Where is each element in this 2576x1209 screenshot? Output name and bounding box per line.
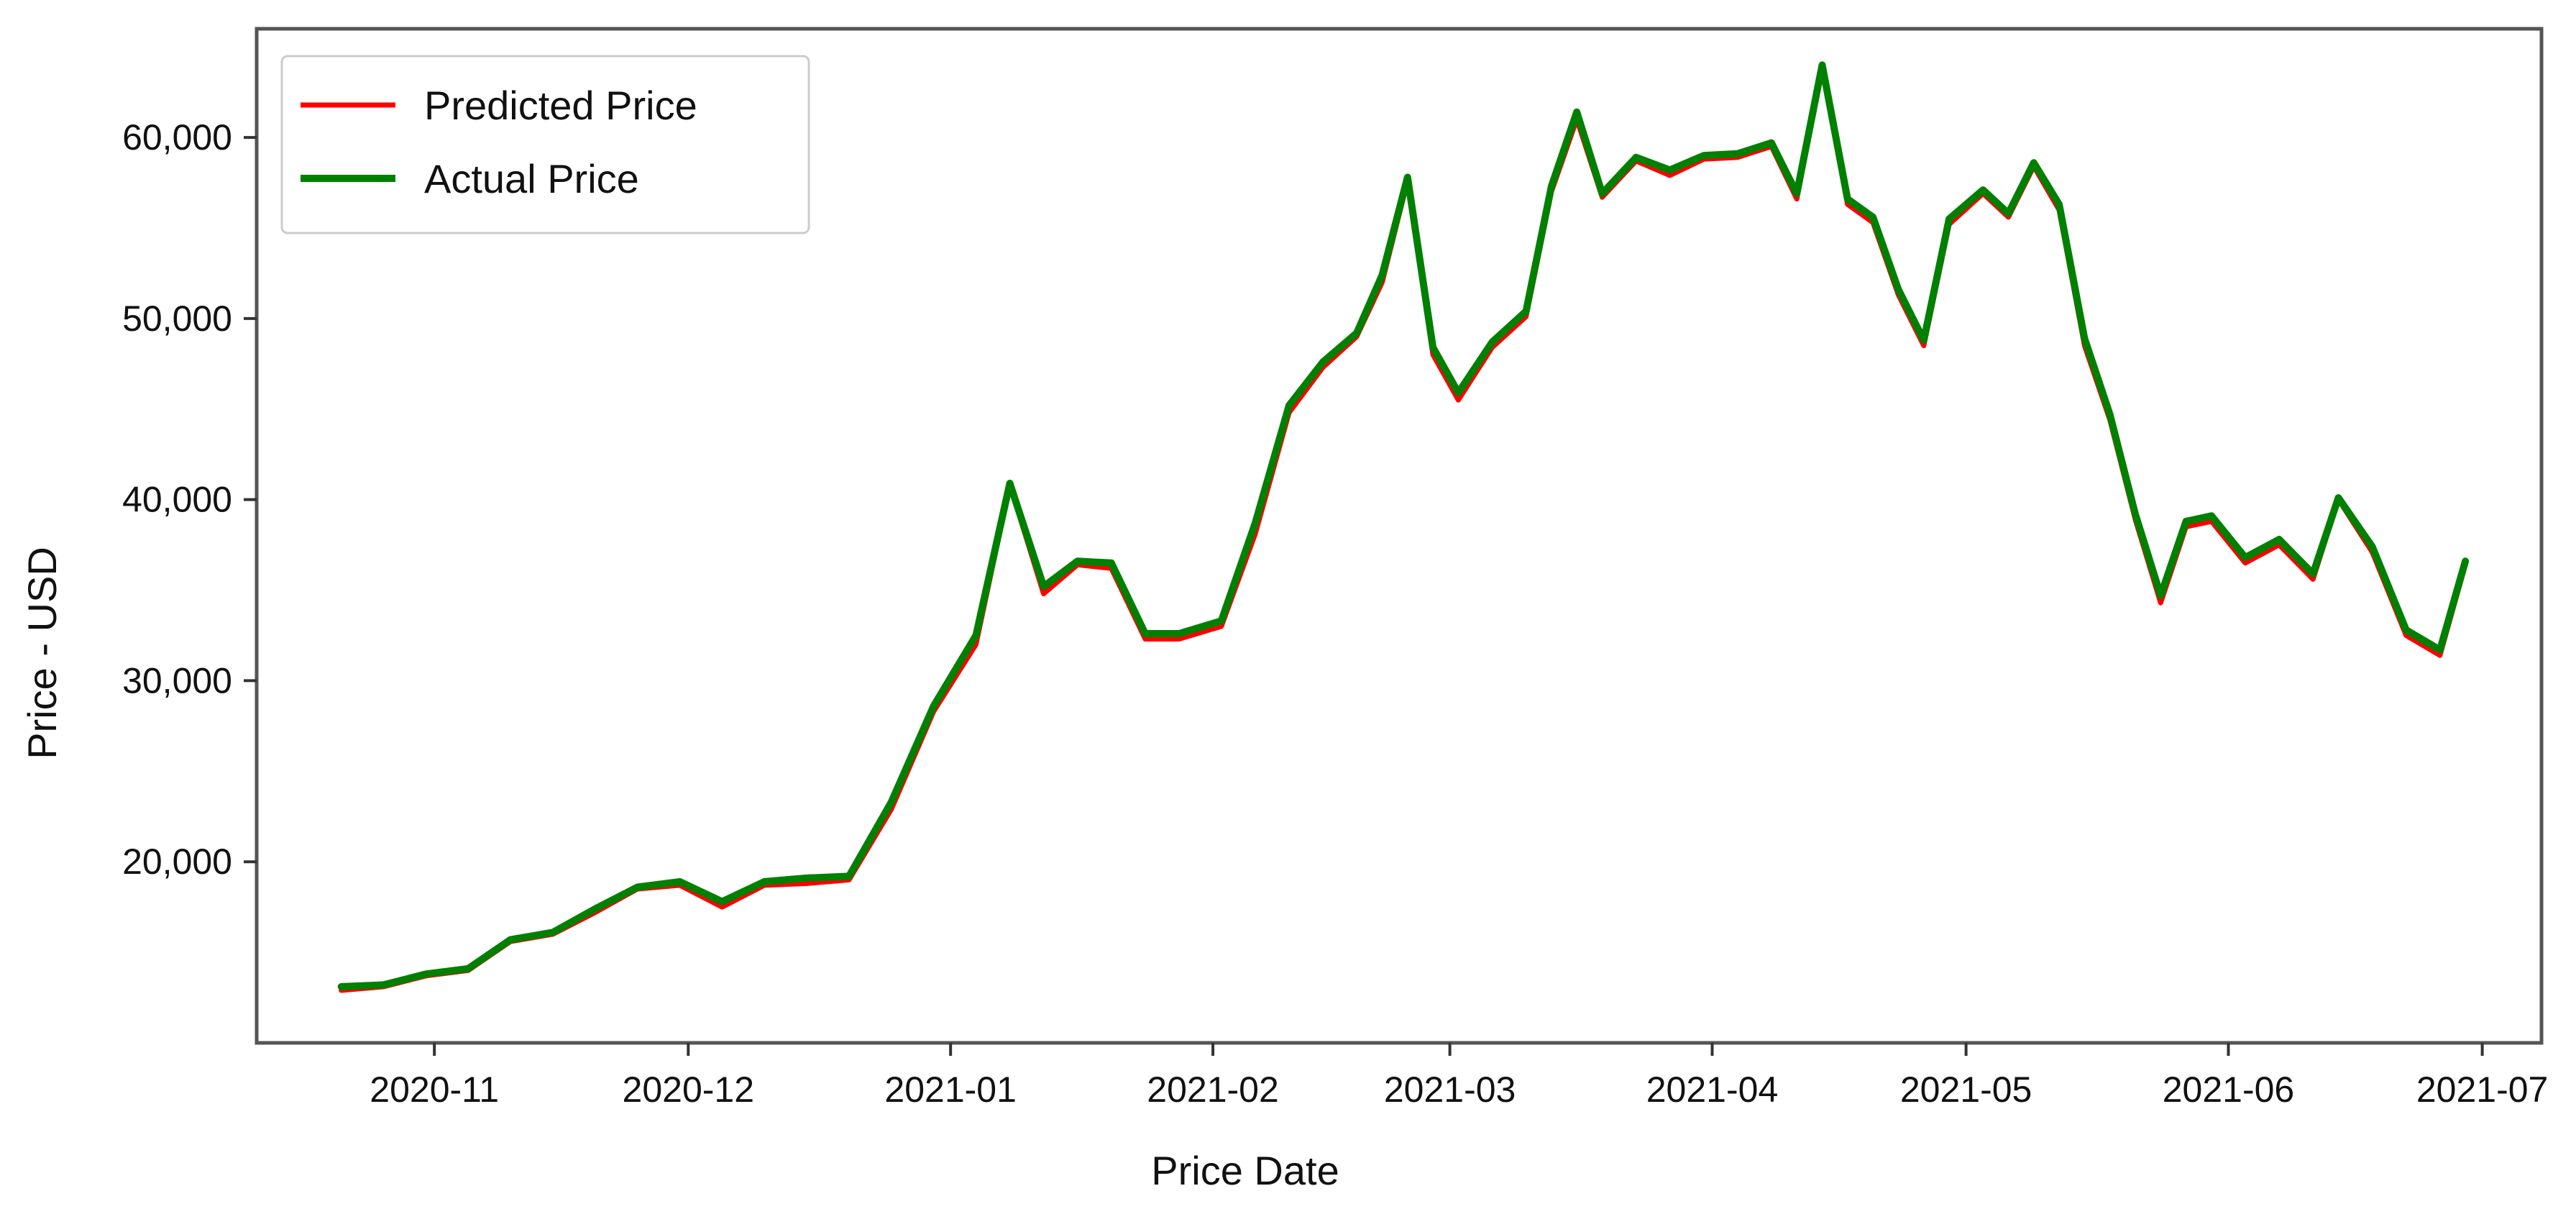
x-tick-label: 2021-07	[2416, 1069, 2549, 1110]
y-tick-label: 30,000	[122, 660, 232, 701]
actual-price-line	[337, 61, 2470, 990]
x-tick-label: 2021-06	[2163, 1069, 2295, 1110]
x-tick-label: 2021-05	[1900, 1069, 2032, 1110]
y-axis-title: Price - USD	[19, 547, 65, 759]
y-tick-label: 40,000	[122, 480, 232, 520]
legend: Predicted Price Actual Price	[280, 55, 810, 234]
series-lines	[337, 61, 2470, 993]
x-tick-label: 2021-03	[1384, 1069, 1516, 1110]
legend-box	[280, 55, 810, 234]
x-tick-label: 2020-11	[370, 1069, 499, 1110]
y-tick-label: 20,000	[122, 841, 232, 882]
x-tick-label: 2021-02	[1147, 1069, 1279, 1110]
x-tick-label: 2021-01	[884, 1069, 1017, 1110]
axis-ticks: 2020-11 2020-12 2021-01 2021-02 2021-03 2021-…	[122, 117, 2548, 1110]
legend-label-predicted: Predicted Price	[424, 83, 697, 128]
x-tick-label: 2020-12	[623, 1069, 755, 1110]
x-axis-title: Price Date	[1151, 1148, 1339, 1193]
legend-label-actual: Actual Price	[424, 156, 639, 201]
x-tick-label: 2021-04	[1646, 1069, 1779, 1110]
y-tick-label: 60,000	[122, 117, 232, 158]
y-tick-label: 50,000	[122, 298, 232, 339]
